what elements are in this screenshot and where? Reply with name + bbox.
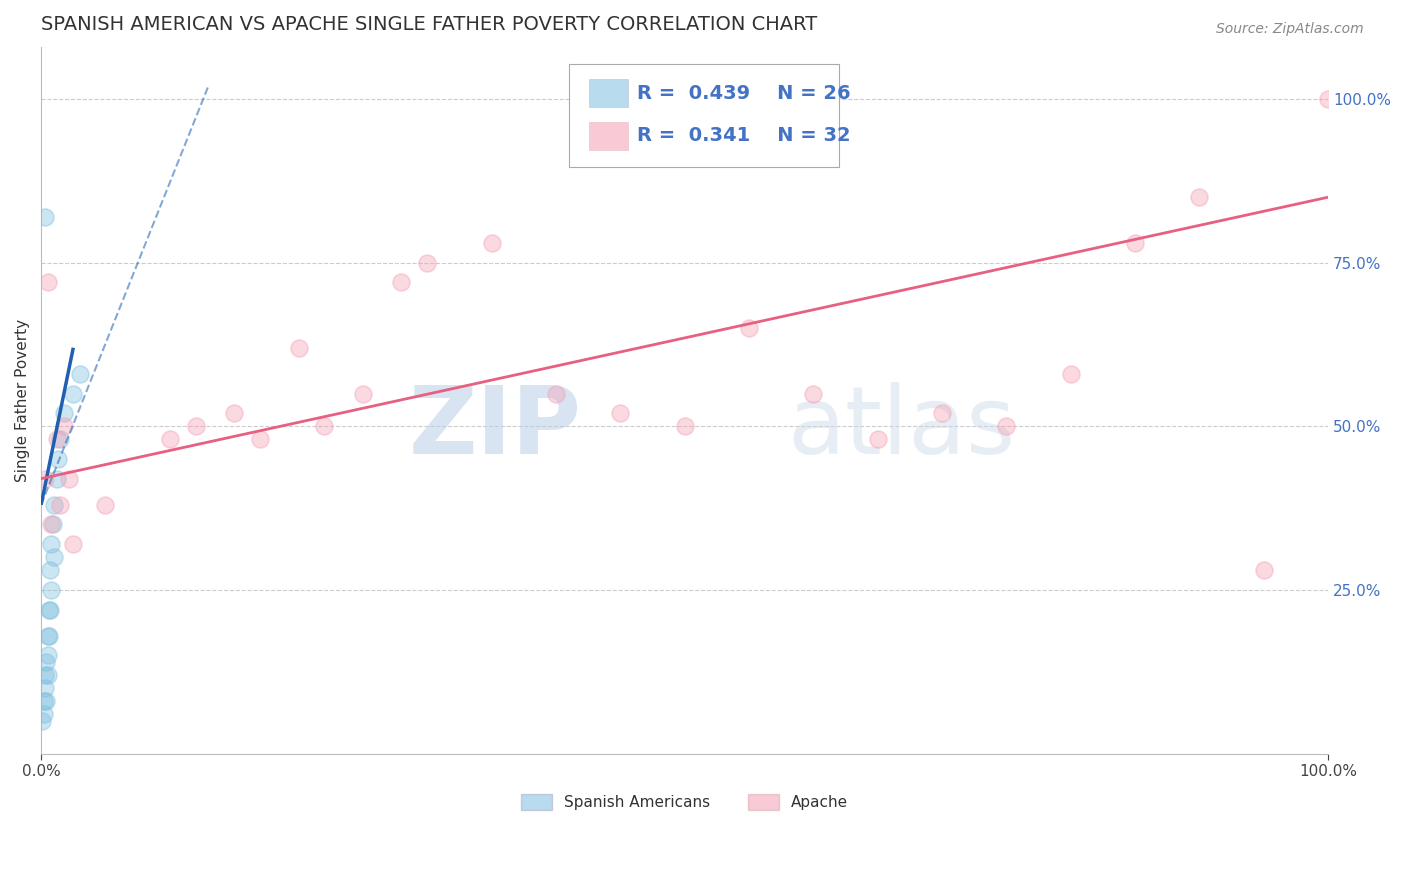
Point — [38, 602, 60, 616]
Point — [62, 537, 84, 551]
Point — [1253, 563, 1275, 577]
Point — [69, 367, 91, 381]
Point — [53, 406, 76, 420]
Point — [41, 517, 63, 532]
FancyBboxPatch shape — [589, 121, 628, 150]
Point — [42, 498, 65, 512]
Point — [37, 275, 59, 289]
Point — [58, 472, 80, 486]
Point — [39, 602, 62, 616]
Y-axis label: Single Father Poverty: Single Father Poverty — [15, 318, 30, 482]
Point — [1188, 190, 1211, 204]
Point — [41, 517, 63, 532]
Point — [738, 321, 761, 335]
Point — [159, 433, 181, 447]
Text: R =  0.341    N = 32: R = 0.341 N = 32 — [637, 127, 851, 145]
Point — [32, 707, 55, 722]
Point — [1060, 367, 1083, 381]
Point — [31, 714, 53, 728]
Point — [45, 472, 67, 486]
Point — [34, 472, 56, 486]
Point — [49, 433, 72, 447]
Point — [39, 563, 62, 577]
Point — [41, 582, 63, 597]
FancyBboxPatch shape — [569, 64, 839, 167]
Point — [866, 433, 889, 447]
Point — [41, 537, 63, 551]
Point — [53, 419, 76, 434]
Text: R =  0.439    N = 26: R = 0.439 N = 26 — [637, 84, 851, 103]
Text: Source: ZipAtlas.com: Source: ZipAtlas.com — [1216, 22, 1364, 37]
Text: ZIP: ZIP — [409, 383, 582, 475]
Point — [287, 341, 309, 355]
Point — [35, 694, 58, 708]
Point — [49, 498, 72, 512]
Point — [37, 648, 59, 663]
Text: SPANISH AMERICAN VS APACHE SINGLE FATHER POVERTY CORRELATION CHART: SPANISH AMERICAN VS APACHE SINGLE FATHER… — [41, 15, 817, 34]
Point — [1123, 235, 1146, 250]
Point — [37, 668, 59, 682]
Legend: Spanish Americans, Apache: Spanish Americans, Apache — [515, 789, 855, 816]
Point — [32, 694, 55, 708]
Point — [37, 629, 59, 643]
FancyBboxPatch shape — [589, 79, 628, 107]
Point — [544, 386, 567, 401]
Point — [42, 550, 65, 565]
Point — [673, 419, 696, 434]
Point — [62, 386, 84, 401]
Point — [38, 629, 60, 643]
Point — [184, 419, 207, 434]
Point — [34, 210, 56, 224]
Point — [1317, 92, 1340, 106]
Point — [34, 668, 56, 682]
Point — [352, 386, 374, 401]
Point — [416, 255, 439, 269]
Point — [481, 235, 503, 250]
Point — [391, 275, 413, 289]
Point — [931, 406, 953, 420]
Text: atlas: atlas — [787, 383, 1017, 475]
Point — [249, 433, 271, 447]
Point — [801, 386, 824, 401]
Point — [46, 452, 69, 467]
Point — [995, 419, 1018, 434]
Point — [94, 498, 117, 512]
Point — [314, 419, 336, 434]
Point — [224, 406, 246, 420]
Point — [609, 406, 631, 420]
Point — [34, 681, 56, 695]
Point — [45, 433, 67, 447]
Point — [35, 655, 58, 669]
